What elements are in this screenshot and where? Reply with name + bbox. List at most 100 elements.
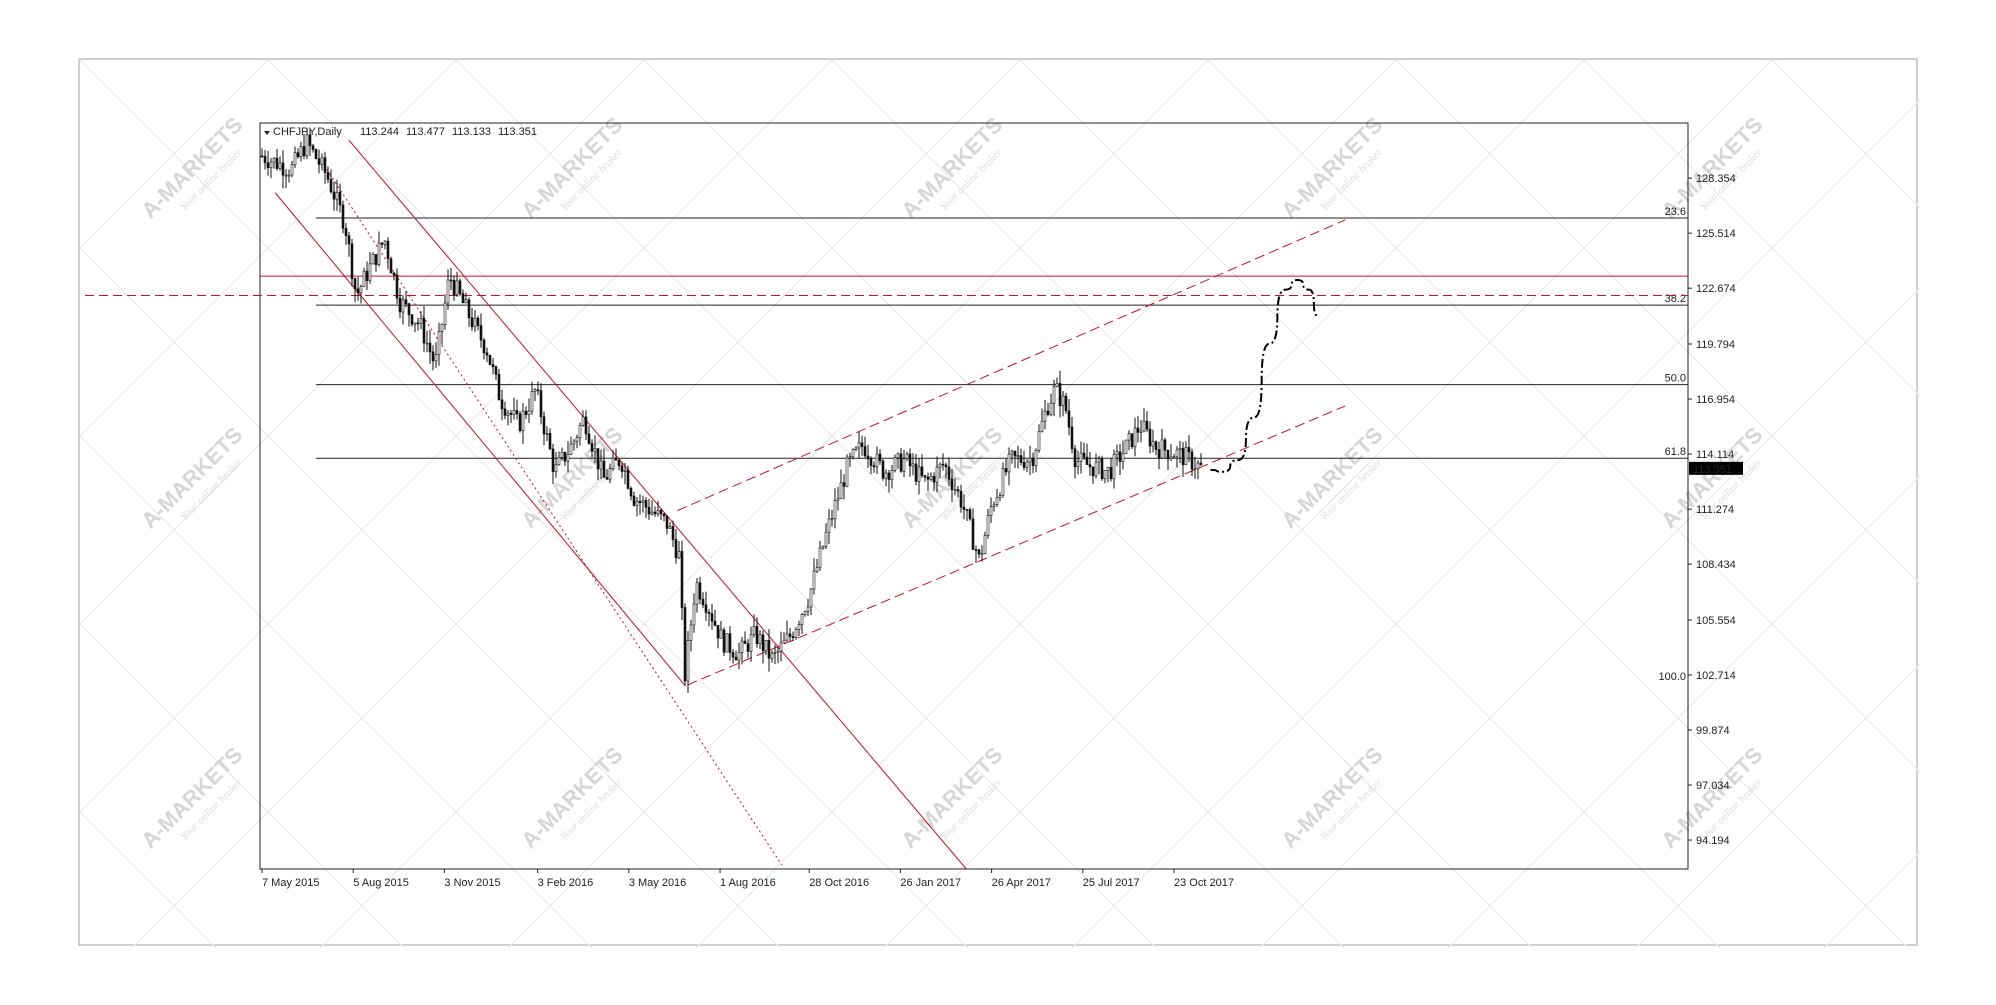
- candle-body: [773, 651, 777, 654]
- candle-body: [470, 317, 474, 328]
- candle-body: [1145, 420, 1149, 430]
- watermark-lattice-line: [319, 60, 1209, 948]
- candle-body: [332, 191, 336, 200]
- candle-body: [980, 553, 984, 555]
- candle-body: [569, 443, 573, 455]
- candle-body: [1046, 410, 1050, 415]
- candle-body: [746, 643, 750, 652]
- candle-body: [905, 453, 909, 460]
- candle-body: [1181, 448, 1185, 466]
- candle-body: [830, 518, 834, 520]
- plot-area: [259, 122, 1689, 870]
- fibonacci-levels: 23.6 38.2 50.0 61.8 100.0: [316, 206, 1688, 683]
- candle-body: [716, 624, 720, 639]
- candle-body: [392, 272, 396, 276]
- time-axis: 7 May 2015 5 Aug 2015 3 Nov 2015 3 Feb 2016…: [261, 869, 1234, 889]
- candle-body: [839, 482, 843, 500]
- candle-body: [731, 652, 735, 658]
- candle-body: [779, 642, 783, 652]
- candle-body: [785, 633, 789, 641]
- candle-body: [683, 607, 687, 682]
- candle-body: [1127, 433, 1131, 441]
- candle-body: [416, 322, 420, 325]
- candle-body: [1064, 395, 1068, 412]
- candle-body: [1130, 433, 1134, 448]
- candle-body: [605, 477, 609, 480]
- candle-body: [896, 453, 900, 458]
- candle-body: [275, 157, 279, 169]
- candle-body: [1040, 420, 1044, 432]
- candle-body: [653, 511, 657, 515]
- candle-body: [1049, 402, 1053, 415]
- candle-body: [812, 570, 816, 590]
- candle-body: [689, 624, 693, 641]
- candle-body: [377, 242, 381, 265]
- candle-body: [1019, 455, 1023, 463]
- candle-body: [968, 509, 972, 520]
- candle-body: [647, 506, 651, 515]
- candle-body: [827, 518, 831, 533]
- watermark-lattice-line: [1259, 286, 1920, 948]
- candle-body: [1028, 457, 1032, 463]
- candle-body: [953, 489, 957, 491]
- watermark-lattice-line: [80, 60, 833, 814]
- candle-body: [824, 531, 828, 547]
- candle-body: [443, 302, 447, 325]
- candle-body: [1010, 450, 1014, 455]
- candle-body: [509, 412, 513, 415]
- x-tick-label: 25 Jul 2017: [1083, 877, 1140, 889]
- candle-body: [584, 416, 588, 435]
- candle-body: [869, 458, 873, 466]
- candle-body: [620, 465, 624, 472]
- candle-body: [452, 280, 456, 296]
- forecast-line: [1210, 278, 1320, 473]
- candle-body: [923, 475, 927, 478]
- candle-body: [1055, 383, 1059, 387]
- candle-body: [335, 191, 339, 200]
- candle-body: [566, 454, 570, 462]
- x-tick-label: 3 Feb 2016: [538, 877, 594, 889]
- collapse-triangle-icon[interactable]: [264, 131, 270, 135]
- candle-body: [536, 389, 540, 392]
- candle-body: [944, 464, 948, 468]
- candle-body: [386, 240, 390, 260]
- candle-body: [935, 466, 939, 483]
- candle-body: [881, 460, 885, 479]
- candle-body: [593, 448, 597, 452]
- candlesticks: [260, 128, 1203, 693]
- candle-body: [782, 639, 786, 644]
- candle-body: [626, 469, 630, 489]
- candle-body: [1151, 441, 1155, 447]
- chart-frame: A-MARKETS Your online broker A-MARKETS Your…: [78, 58, 1920, 948]
- candle-body: [506, 412, 510, 416]
- candle-body: [1100, 458, 1104, 480]
- candle-body: [464, 299, 468, 304]
- watermark-lattice-line: [1447, 474, 1920, 948]
- candle-body: [389, 258, 393, 274]
- candle-body: [1043, 410, 1047, 422]
- candle-body: [1124, 439, 1128, 454]
- candle-body: [911, 463, 915, 467]
- candle-body: [419, 318, 423, 324]
- candle-body: [1199, 462, 1203, 465]
- candle-body: [1154, 441, 1158, 450]
- candle-body: [449, 279, 453, 282]
- ohlc-low: 113.133: [452, 126, 491, 138]
- candle-body: [497, 374, 501, 401]
- candle-body: [305, 134, 309, 157]
- candle-body: [1163, 439, 1167, 451]
- candle-body: [1097, 458, 1101, 463]
- candle-body: [932, 476, 936, 483]
- candle-body: [1169, 456, 1173, 460]
- candle-body: [521, 410, 525, 432]
- candle-body: [437, 331, 441, 355]
- candle-body: [446, 279, 450, 304]
- y-tick-label: 116.954: [1696, 394, 1735, 406]
- candle-body: [710, 613, 714, 622]
- candle-body: [845, 457, 849, 487]
